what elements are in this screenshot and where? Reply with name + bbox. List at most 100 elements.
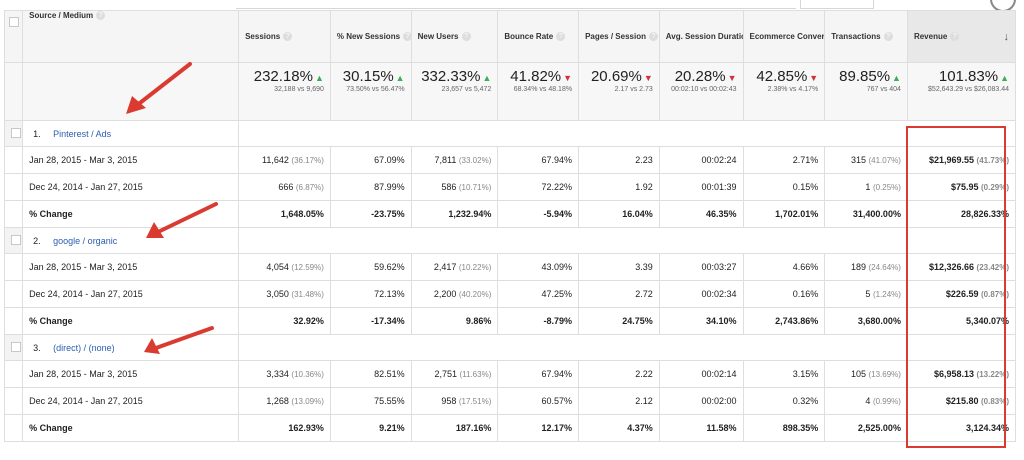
up-arrow-icon: ▲	[892, 73, 901, 83]
cell-value: 898.35%	[782, 423, 819, 433]
col-new-users[interactable]: New Users?	[410, 10, 499, 63]
cell-sessions: 3,050 (31.48%)	[238, 280, 331, 308]
change-row: % Change 1,648.05% -23.75% 1,232.94% -5.94% 1…	[3, 200, 1017, 228]
col-label: Avg. Session Duration	[665, 31, 743, 41]
col-ecommerce-rate[interactable]: Ecommerce Conversion Rate?	[742, 10, 826, 63]
source-medium-link[interactable]: Pinterest / Ads	[53, 128, 112, 139]
down-arrow-icon: ▼	[727, 73, 737, 83]
col-source-medium[interactable]: Source / Medium?	[22, 10, 240, 63]
cell-new_sessions: 82.51%	[329, 360, 412, 388]
select-all-checkbox[interactable]	[8, 17, 19, 27]
col-transactions[interactable]: Transactions?	[824, 10, 908, 63]
help-icon[interactable]: ?	[403, 31, 411, 41]
cell-value: 105	[850, 369, 866, 379]
cell-value: 67.94%	[541, 155, 573, 165]
col-label: Pages / Session	[585, 31, 646, 41]
up-arrow-icon: ▲	[1000, 73, 1009, 83]
summary-compare: 767 vs 404	[866, 86, 901, 93]
summary-bounce-rate: 41.82% ▼ 68.34% vs 48.18%	[497, 62, 580, 121]
cell-value: 00:02:24	[701, 155, 737, 165]
cell-bounce: 12.17%	[497, 414, 580, 442]
group-label: 1. Pinterest / Ads	[22, 120, 240, 147]
help-icon[interactable]: ?	[950, 31, 960, 41]
cell-ecom: 0.15%	[742, 173, 826, 201]
help-icon[interactable]: ?	[96, 11, 106, 21]
col-label: Bounce Rate	[504, 31, 554, 41]
cell-value: 59.62%	[374, 262, 405, 272]
row-checkbox[interactable]	[11, 127, 21, 138]
cell-revenue: $215.80 (0.83%)	[906, 387, 1017, 415]
cell-trans: 5 (1.24%)	[824, 280, 908, 308]
row-gutter	[3, 253, 24, 281]
table-row: Dec 24, 2014 - Jan 27, 2015 1,268 (13.09%…	[3, 387, 1017, 415]
report-table: Source / Medium? Sessions? % New Session…	[3, 10, 1017, 442]
source-medium-link[interactable]: google / organic	[53, 235, 118, 246]
group-empty	[238, 120, 1016, 147]
cell-pages: 24.75%	[578, 307, 660, 335]
cell-value: 2.12	[635, 396, 653, 406]
summary-row: 232.18% ▲ 32,188 vs 9,690 30.15% ▲ 73.50% vs…	[3, 62, 1017, 121]
toolbar-button[interactable]	[800, 0, 874, 9]
help-icon[interactable]: ?	[461, 31, 471, 41]
group-row: 2. google / organic	[3, 227, 1016, 254]
col-avg-duration[interactable]: Avg. Session Duration?	[658, 10, 744, 63]
cell-trans: 189 (24.64%)	[824, 253, 908, 281]
sort-descending-icon[interactable]: ↓	[1003, 30, 1010, 43]
cell-value: 3.15%	[792, 369, 819, 379]
cell-share: (12.59%)	[291, 263, 324, 272]
cell-value: 5	[865, 289, 871, 299]
cell-value: 2,743.86%	[775, 316, 819, 326]
table-row: Dec 24, 2014 - Jan 27, 2015 3,050 (31.48%…	[3, 280, 1017, 308]
row-select-cell	[3, 334, 24, 361]
source-medium-link[interactable]: (direct) / (none)	[53, 342, 115, 353]
change-label: % Change	[22, 414, 240, 442]
help-icon[interactable]: ?	[883, 31, 893, 41]
cell-value: 28,826.33%	[960, 209, 1009, 219]
cell-duration: 00:02:34	[658, 280, 744, 308]
col-pages-session[interactable]: Pages / Session?	[578, 10, 660, 63]
group-index: 2.	[33, 235, 41, 246]
cell-share: (13.09%)	[291, 397, 324, 406]
cell-value: 87.99%	[374, 182, 405, 192]
summary-value: 332.33%	[421, 68, 481, 85]
row-select-cell	[3, 120, 24, 147]
cell-value: 4	[865, 396, 871, 406]
cell-share: (6.87%)	[295, 183, 324, 192]
cell-value: 9.21%	[379, 423, 405, 433]
col-new-sessions[interactable]: % New Sessions?	[329, 10, 412, 63]
cell-value: 3,680.00%	[857, 316, 901, 326]
col-revenue[interactable]: Revenue? ↓	[906, 10, 1017, 63]
help-icon[interactable]: ?	[648, 31, 658, 41]
row-select-cell	[3, 227, 24, 254]
summary-compare: 32,188 vs 9,690	[274, 86, 324, 93]
cell-value: 0.32%	[792, 396, 819, 406]
top-toolbar-edge	[0, 0, 1024, 12]
cell-bounce: -8.79%	[497, 307, 580, 335]
summary-compare: 2.17 vs 2.73	[614, 86, 653, 93]
summary-new-sessions: 30.15% ▲ 73.50% vs 56.47%	[329, 62, 412, 121]
cell-value: 4.66%	[792, 262, 819, 272]
help-icon[interactable]: ?	[556, 31, 566, 41]
cell-value: 1.92	[635, 182, 653, 192]
cell-value: 2.71%	[792, 155, 819, 165]
help-icon[interactable]: ?	[283, 31, 293, 41]
cell-share: (41.07%)	[868, 156, 901, 165]
cell-value: 16.04%	[622, 209, 653, 219]
header-row: Source / Medium? Sessions? % New Session…	[3, 10, 1017, 63]
cell-ecom: 4.66%	[742, 253, 826, 281]
cell-value: 32.92%	[293, 316, 324, 326]
cell-value: 12.17%	[541, 423, 573, 433]
cell-sessions: 162.93%	[238, 414, 331, 442]
cell-value: 82.51%	[374, 369, 405, 379]
col-label: Transactions	[831, 31, 881, 41]
table-row: Jan 28, 2015 - Mar 3, 2015 3,334 (10.36%)…	[3, 360, 1017, 388]
col-sessions[interactable]: Sessions?	[238, 10, 331, 63]
row-checkbox[interactable]	[11, 341, 21, 352]
cell-value: 2.23	[635, 155, 653, 165]
cell-duration: 00:02:24	[658, 146, 744, 174]
row-checkbox[interactable]	[11, 234, 21, 245]
cell-value: 187.16%	[455, 423, 492, 433]
col-bounce-rate[interactable]: Bounce Rate?	[497, 10, 580, 63]
cell-value: 7,811	[434, 155, 457, 165]
cell-value: 11,642	[262, 155, 289, 165]
